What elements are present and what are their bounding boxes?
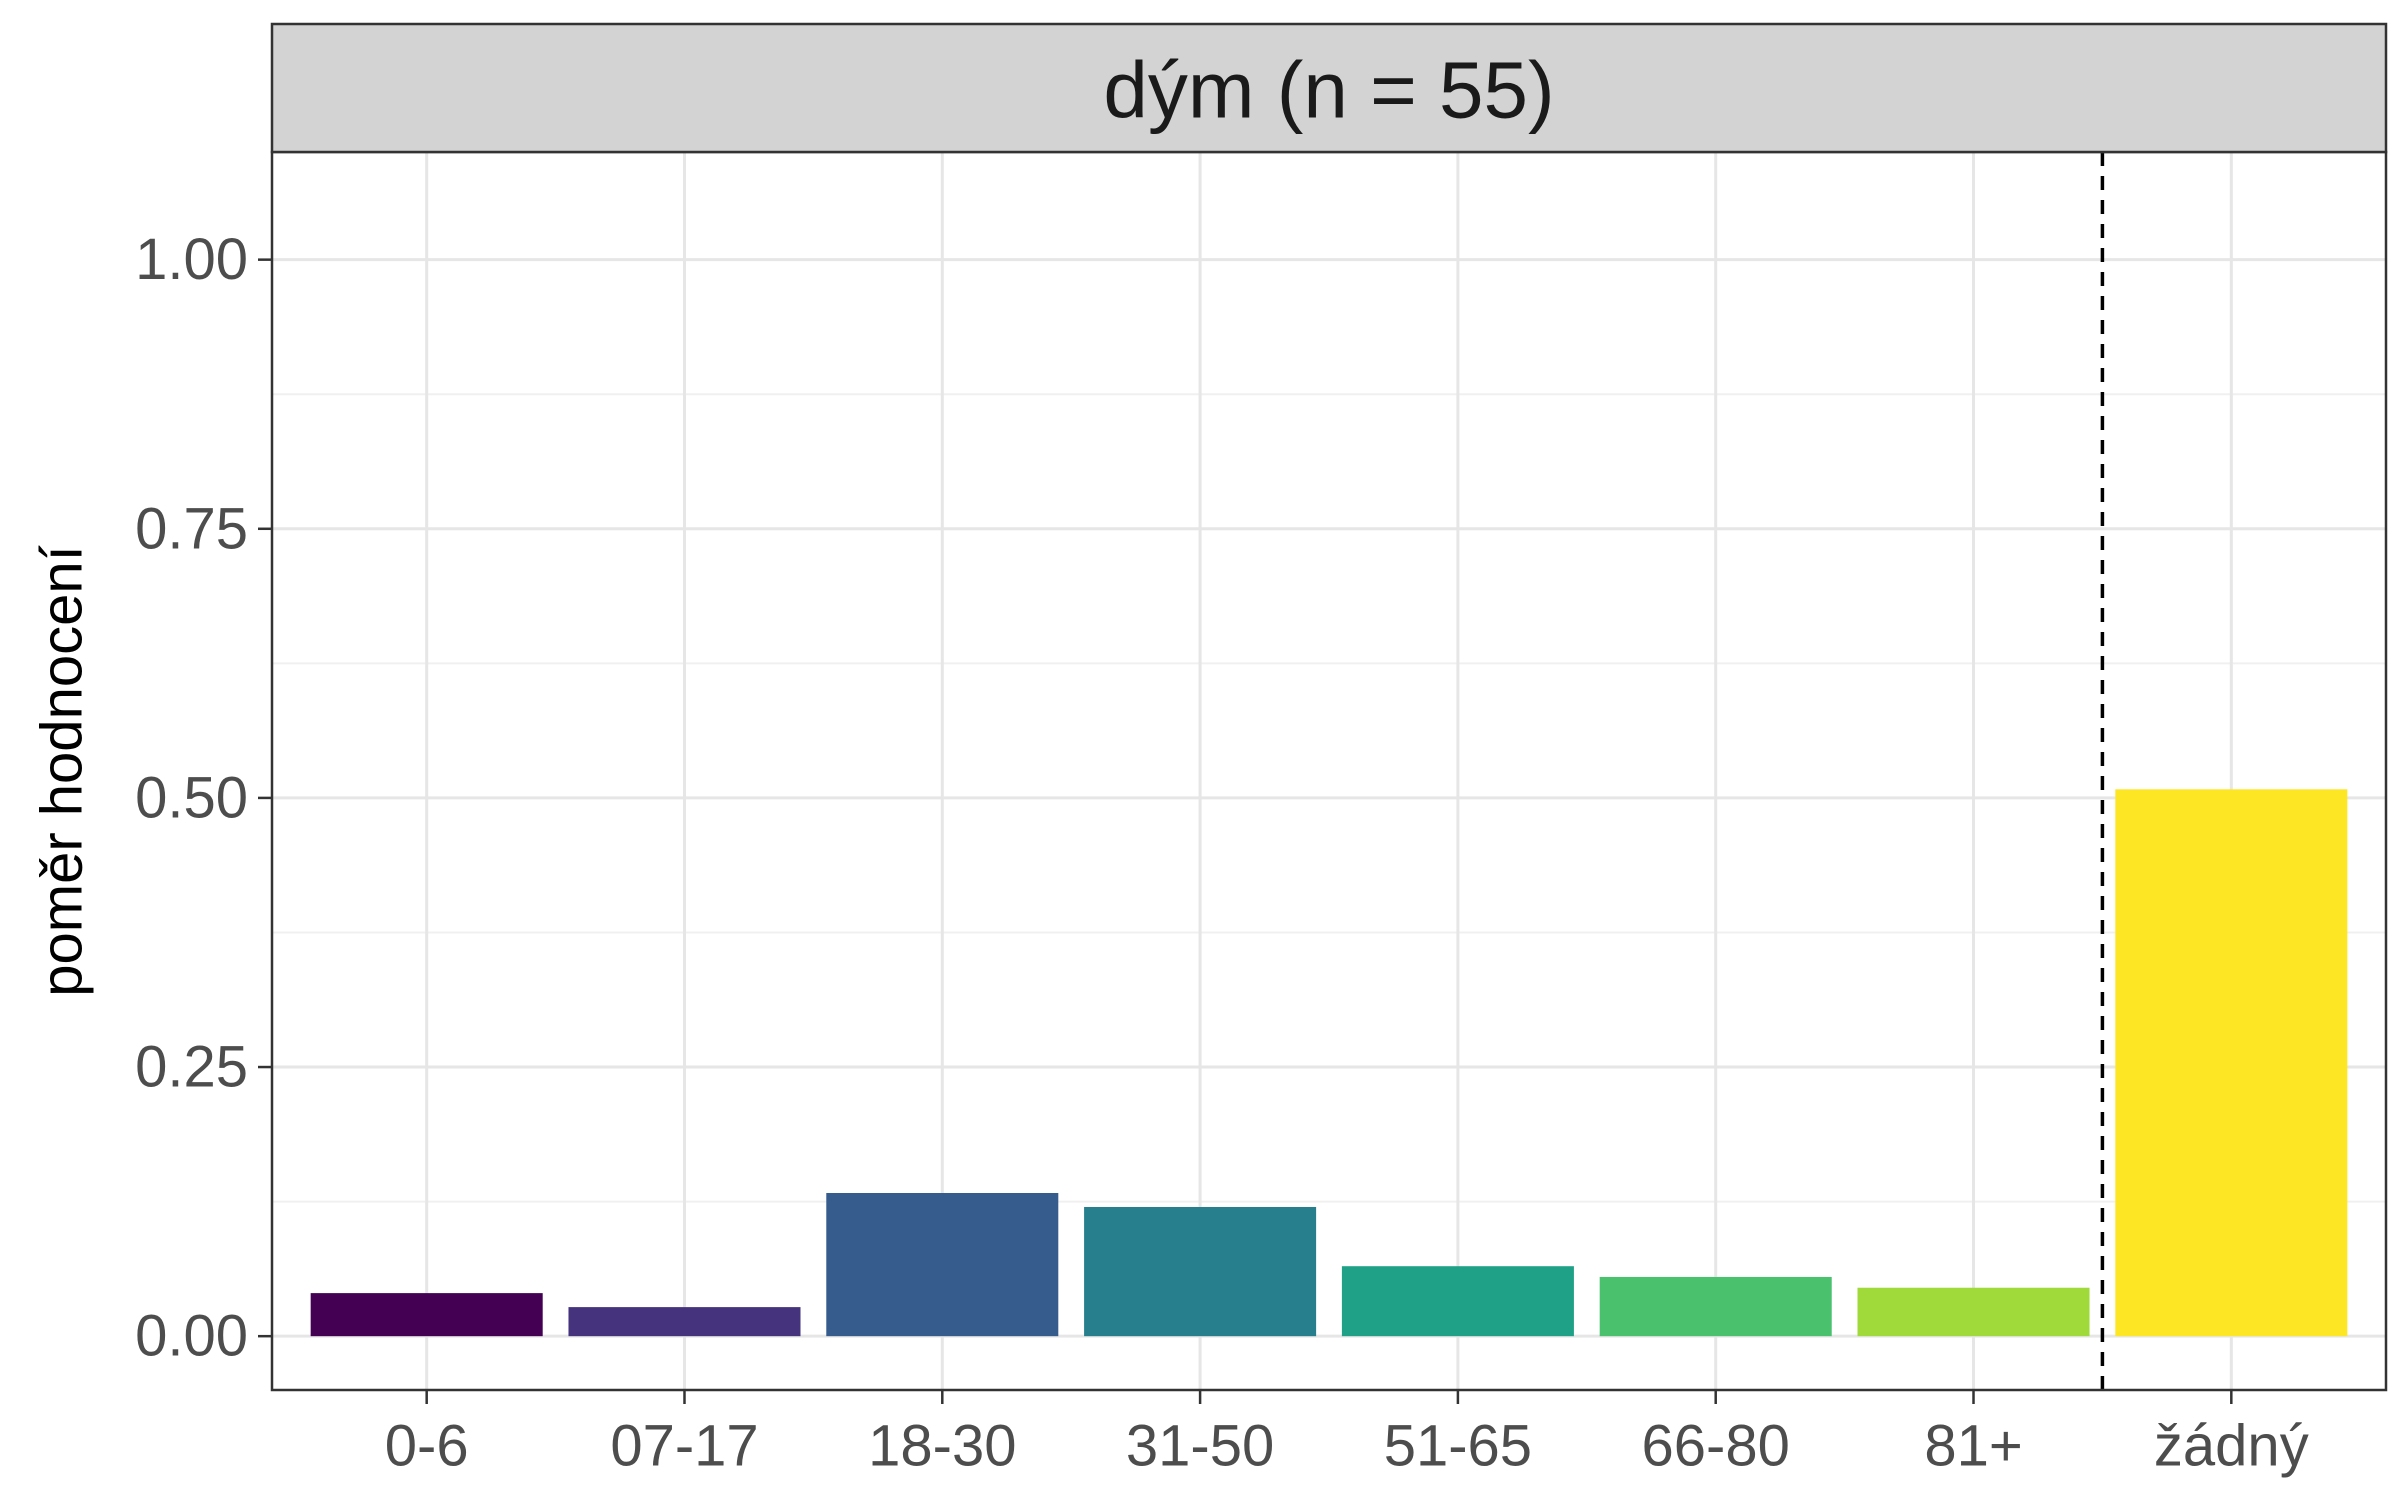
x-tick-label: 31-50 — [1126, 1414, 1274, 1479]
facet-strip: dým (n = 55) — [272, 24, 2386, 152]
y-tick-label: 0.75 — [135, 496, 248, 561]
bar-0-6 — [311, 1293, 543, 1336]
bar-07-17 — [568, 1307, 800, 1336]
bar-31-50 — [1084, 1207, 1316, 1336]
major-gridlines — [272, 152, 2386, 1390]
bar-81+ — [1858, 1288, 2090, 1336]
x-tick-label: 51-65 — [1384, 1414, 1532, 1479]
x-tick-label: 0-6 — [385, 1414, 469, 1479]
x-tick-label: žádný — [2154, 1414, 2309, 1479]
bar-51-65 — [1342, 1266, 1574, 1336]
panel-border — [272, 152, 2386, 1390]
x-axis: 0-6 07-17 18-30 31-50 51-65 66-80 81+ žádný — [385, 1390, 2309, 1479]
x-tick-label: 18-30 — [868, 1414, 1016, 1479]
bar-žádný — [2115, 789, 2347, 1336]
bar-18-30 — [826, 1193, 1058, 1336]
facet-title: dým (n = 55) — [1103, 46, 1554, 135]
bars — [311, 789, 2348, 1336]
y-tick-label: 0.25 — [135, 1035, 248, 1100]
x-tick-label: 07-17 — [610, 1414, 758, 1479]
bar-66-80 — [1600, 1277, 1832, 1336]
y-axis: 0.00 0.25 0.50 0.75 1.00 — [135, 227, 272, 1369]
y-tick-label: 1.00 — [135, 227, 248, 292]
y-axis-title: poměr hodnocení — [30, 545, 95, 996]
y-tick-label: 0.00 — [135, 1304, 248, 1369]
y-tick-label: 0.50 — [135, 765, 248, 830]
x-tick-label: 66-80 — [1642, 1414, 1790, 1479]
x-tick-label: 81+ — [1924, 1414, 2022, 1479]
